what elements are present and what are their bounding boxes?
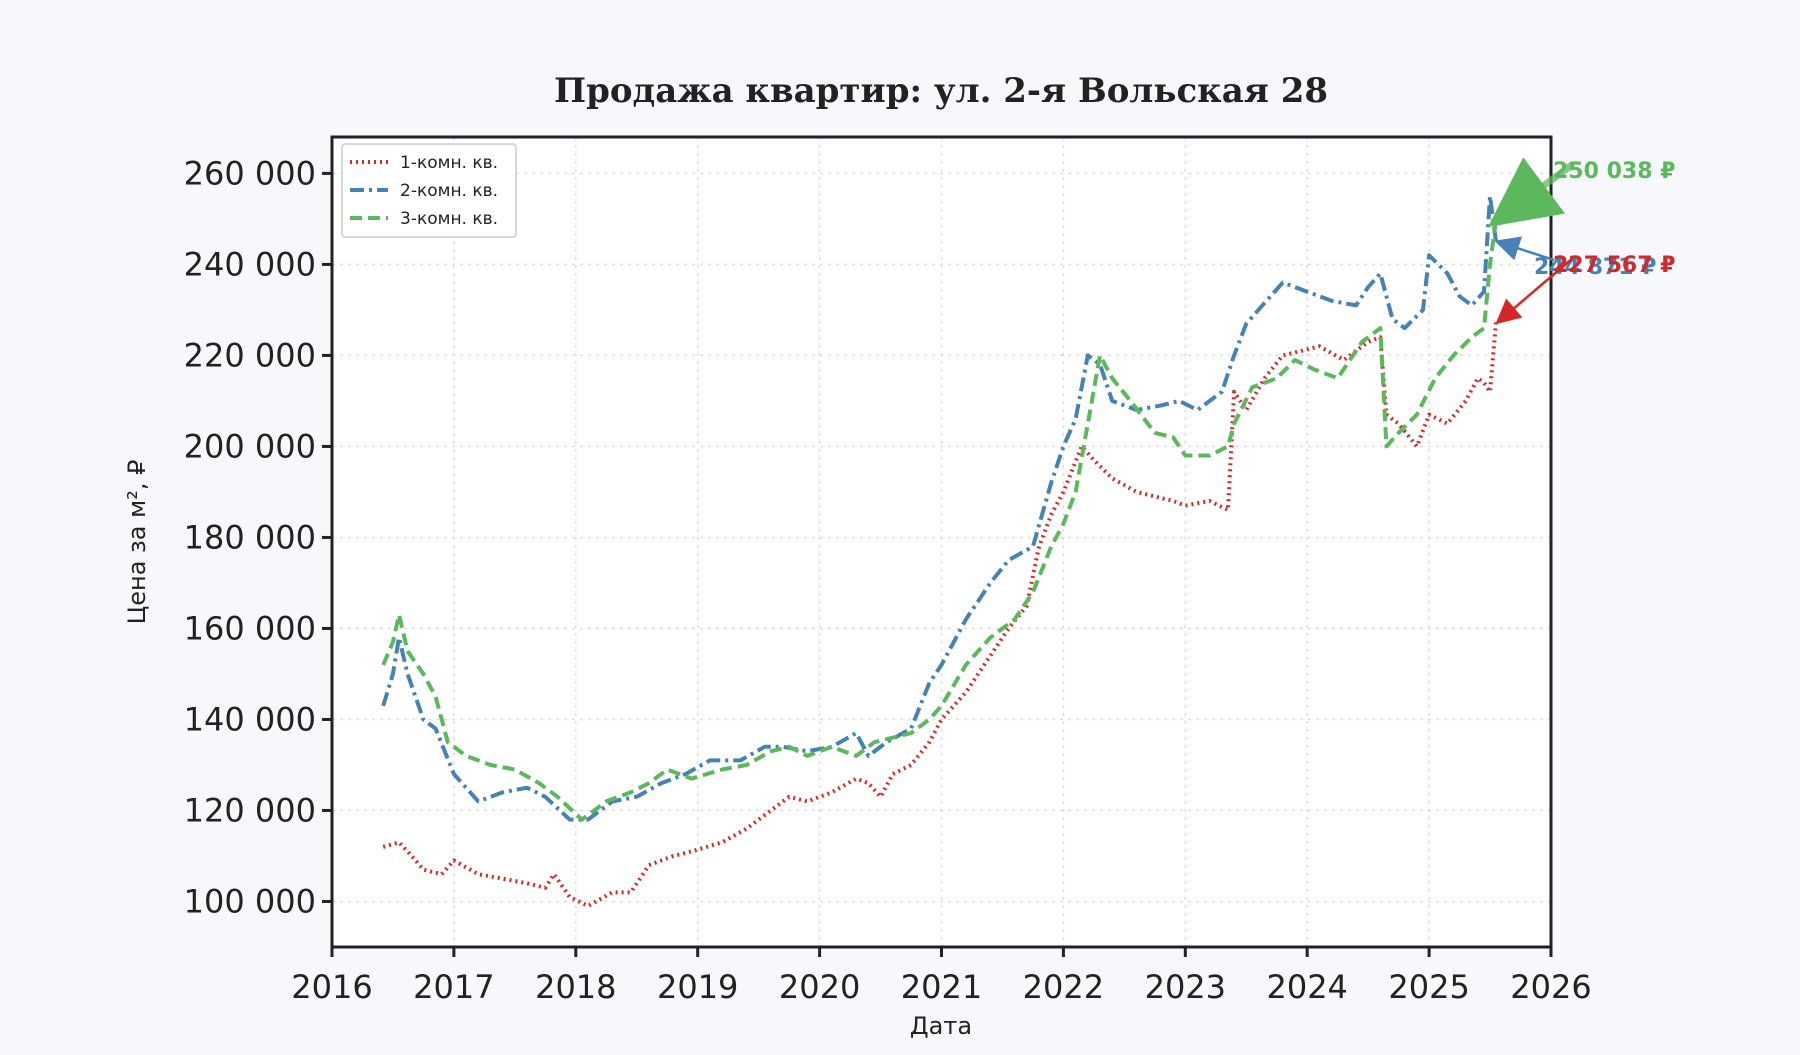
y-tick-label: 220 000 <box>184 336 316 374</box>
x-tick-label: 2017 <box>413 968 494 1006</box>
annotation-label-3: 227 567 ₽ <box>1553 253 1675 278</box>
series-group <box>381 194 1499 908</box>
annotation-label-2: 244 871 ₽ <box>1534 255 1656 280</box>
x-tick-label: 2025 <box>1388 968 1469 1006</box>
y-tick-label: 120 000 <box>184 791 316 829</box>
x-tick-label: 2021 <box>901 968 982 1006</box>
annotation-arrow-2 <box>1494 236 1555 262</box>
axis-ticks: 2016 2017 2018 2019 2020 2021 2022 2023 2024 2025… <box>184 154 1592 1006</box>
x-tick-label: 2023 <box>1145 968 1226 1006</box>
series-line-3 <box>381 218 1499 822</box>
series-line-1 <box>382 320 1499 908</box>
annotation-arrow-3 <box>1495 257 1574 325</box>
y-tick-label: 200 000 <box>184 427 316 465</box>
y-tick-label: 240 000 <box>184 245 316 283</box>
legend-box <box>341 143 517 238</box>
x-axis-label: Дата <box>910 1012 972 1040</box>
x-tick-label: 2024 <box>1266 968 1347 1006</box>
x-tick-label: 2022 <box>1023 968 1104 1006</box>
y-axis-label: Цена за м², ₽ <box>123 460 151 625</box>
x-tick-label: 2026 <box>1510 968 1591 1006</box>
x-tick-label: 2016 <box>291 968 372 1006</box>
y-tick-label: 140 000 <box>184 700 316 738</box>
y-tick-label: 100 000 <box>184 882 316 920</box>
grid <box>332 137 1551 947</box>
x-tick-label: 2018 <box>535 968 616 1006</box>
y-tick-label: 160 000 <box>184 609 316 647</box>
legend-label-3: 3-комн. кв. <box>400 209 498 229</box>
y-tick-label: 260 000 <box>184 154 316 192</box>
annotation-label-1: 250 038 ₽ <box>1553 159 1675 184</box>
x-tick-label: 2019 <box>657 968 738 1006</box>
x-tick-label: 2020 <box>779 968 860 1006</box>
legend-label-1: 1-комн. кв. <box>400 153 498 173</box>
y-tick-label: 180 000 <box>184 518 316 556</box>
annotation-arrow-1 <box>1487 157 1576 228</box>
legend: 1-комн. кв. 2-комн. кв. 3-комн. кв. <box>341 143 517 238</box>
legend-label-2: 2-комн. кв. <box>400 181 498 201</box>
chart-title: Продажа квартир: ул. 2-я Вольская 28 <box>554 71 1328 111</box>
annotations: 250 038 ₽ 244 871 ₽227 567 ₽ <box>1487 157 1675 325</box>
